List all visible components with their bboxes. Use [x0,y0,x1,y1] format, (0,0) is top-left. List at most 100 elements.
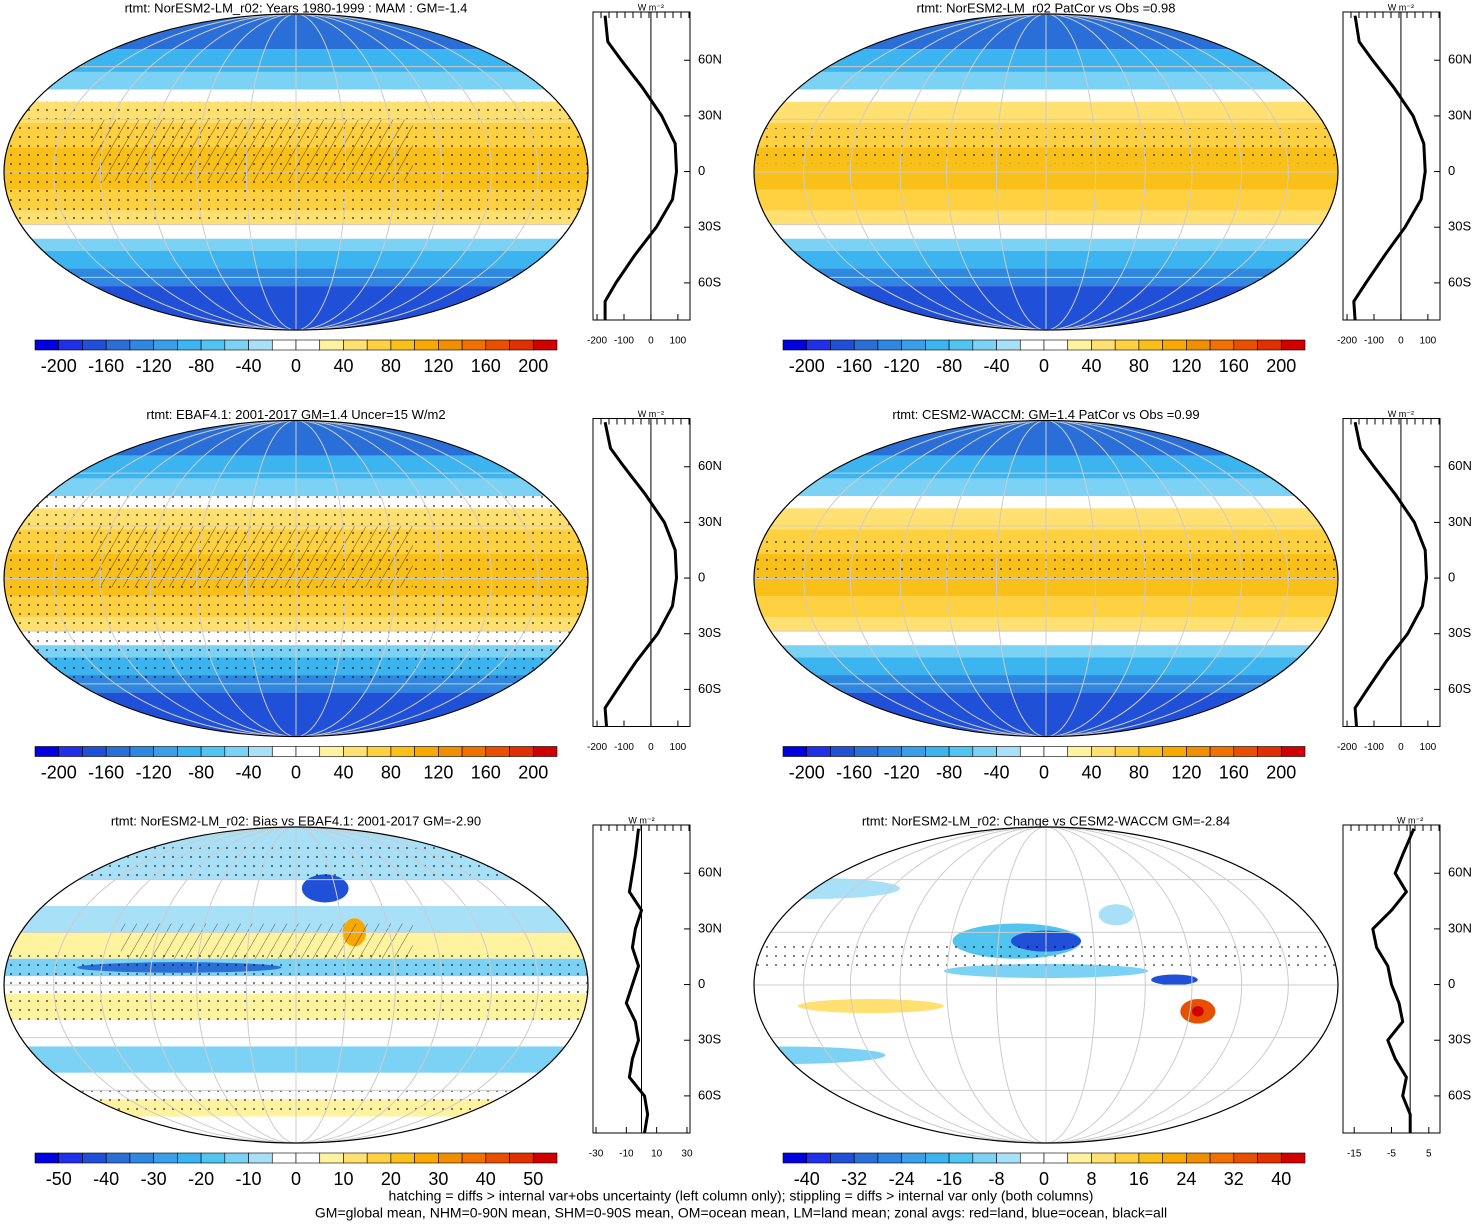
colorbar-box [366,746,392,757]
colorbar-box [1019,746,1045,757]
colorbar-box [390,339,415,351]
y-tick-label: 60N [1448,52,1472,67]
colorbar-box [1162,339,1187,351]
colorbar-box [1091,746,1116,757]
x-tick-label: 30 [681,1149,693,1160]
colorbar-label: -120 [136,762,172,782]
x-tick-label: 100 [1420,742,1437,753]
meridian [245,14,347,330]
colorbar-label: -160 [88,762,124,782]
colorbar-box [1114,746,1140,757]
colorbar-box [782,1152,808,1164]
colorbar-label: -40 [984,356,1010,376]
colorbar-box [271,339,297,351]
colorbar-box [58,339,83,351]
colorbar-label: 120 [423,762,453,782]
y-tick-label: 60S [698,1087,721,1102]
meridian [803,420,1289,737]
colorbar-box [319,746,344,757]
map-border [3,826,589,1144]
colorbar-label: -40 [93,1169,119,1189]
colorbar-box [1019,339,1045,351]
y-tick-label: 30S [1448,1032,1471,1047]
colorbar-box [248,1152,273,1164]
colorbar-label: -16 [936,1169,962,1189]
colorbar-box [414,1152,439,1164]
colorbar-box [200,339,226,351]
map [754,827,1338,1143]
colorbar-box [877,339,902,351]
colorbar-box [806,1152,831,1164]
colorbar-label: -120 [136,356,172,376]
colorbar-box [129,746,154,757]
x-tick-label: -200 [587,336,607,347]
y-tick-label: 0 [1448,976,1455,991]
y-tick-label: 30N [1448,107,1472,122]
colorbar-label: -200 [789,762,825,782]
colorbar-box [1162,1152,1187,1164]
colorbar-box [901,746,926,757]
zonal-mean-line [603,15,678,320]
colorbar-label: -32 [841,1169,867,1189]
colorbar-box [1257,339,1282,351]
x-tick-label: -30 [589,1149,604,1160]
colorbar-box [853,1152,879,1164]
colorbar-box [153,1152,178,1164]
colorbar-box [343,339,368,351]
colorbar-label: -50 [46,1169,72,1189]
y-tick-label: 30S [1448,219,1471,234]
colorbar-label: 0 [291,356,301,376]
x-tick-label: 100 [670,742,687,753]
colorbar-box [366,339,392,351]
colorbar-label: -80 [936,356,962,376]
zonal-unit: W m⁻² [1397,815,1423,825]
colorbar-label: -80 [188,356,214,376]
map-border [753,826,1339,1144]
colorbar-box [996,746,1021,757]
colorbar-label: 10 [333,1169,353,1189]
colorbar-box [996,1152,1021,1164]
colorbar-label: 40 [333,356,353,376]
colorbar-label: 0 [1039,762,1049,782]
meridian [196,420,396,737]
colorbar-box [972,1152,997,1164]
colorbar-box [34,746,60,757]
colorbar-label: -160 [836,762,872,782]
colorbar-label: -8 [989,1169,1005,1189]
meridian [899,420,1193,737]
y-tick-label: 0 [698,976,705,991]
colorbar-box [177,1152,202,1164]
colorbar-label: -200 [789,356,825,376]
zonal-mean-line [1353,421,1428,727]
meridian [849,827,1243,1143]
colorbar-box [948,746,974,757]
colorbar-box [129,1152,154,1164]
y-tick-label: 60N [698,458,722,473]
colorbar-box [271,1152,297,1164]
y-tick-label: 30S [698,1032,721,1047]
x-tick-label: 100 [670,336,687,347]
meridian [245,420,347,737]
colorbar-box [82,746,107,757]
colorbar-box [485,1152,510,1164]
colorbar-label: 200 [1266,356,1296,376]
footer-line: GM=global mean, NHM=0-90N mean, SHM=0-90… [315,1205,1167,1221]
colorbar-box [1257,746,1282,757]
colorbar-box [224,1152,249,1164]
x-tick-label: -100 [1364,336,1384,347]
colorbar-box [58,1152,83,1164]
colorbar-box [1114,1152,1140,1164]
x-tick-label: 0 [1398,742,1404,753]
x-tick-label: -15 [1347,1149,1362,1160]
colorbar-label: 160 [1219,762,1249,782]
colorbar-box [532,746,558,757]
x-tick-label: 0 [1398,336,1404,347]
colorbar-label: 120 [1171,356,1201,376]
colorbar-label: -24 [889,1169,915,1189]
colorbar-box [853,339,879,351]
x-tick-label: 5 [1426,1149,1432,1160]
meridian [149,14,443,330]
x-tick-label: 10 [651,1149,663,1160]
colorbar-box [925,746,950,757]
meridian [946,420,1146,737]
